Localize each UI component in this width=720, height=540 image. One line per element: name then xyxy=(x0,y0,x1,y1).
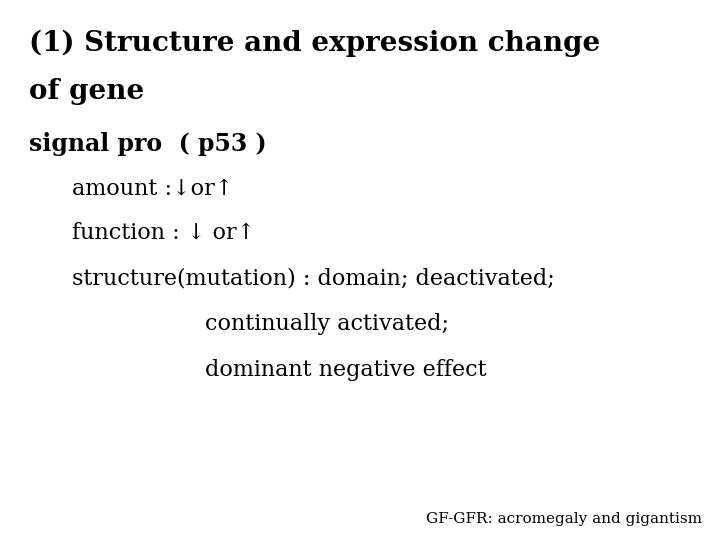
Text: amount :↓or↑: amount :↓or↑ xyxy=(72,177,233,199)
Text: of gene: of gene xyxy=(29,78,144,105)
Text: GF-GFR: acromegaly and gigantism: GF-GFR: acromegaly and gigantism xyxy=(426,512,702,526)
Text: dominant negative effect: dominant negative effect xyxy=(205,359,487,381)
Text: continually activated;: continually activated; xyxy=(205,313,449,335)
Text: function : ↓ or↑: function : ↓ or↑ xyxy=(72,221,256,244)
Text: (1) Structure and expression change: (1) Structure and expression change xyxy=(29,30,600,57)
Text: structure(mutation) : domain; deactivated;: structure(mutation) : domain; deactivate… xyxy=(72,267,554,289)
Text: signal pro  ( p53 ): signal pro ( p53 ) xyxy=(29,132,266,156)
